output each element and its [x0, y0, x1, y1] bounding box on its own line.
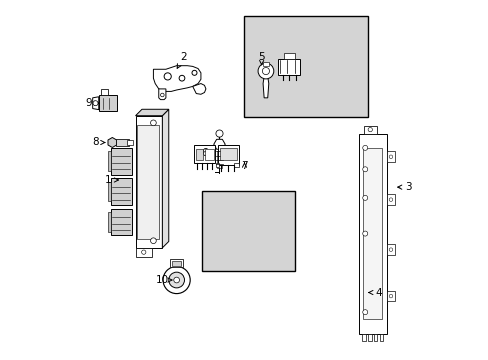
Bar — [233, 163, 239, 167]
Bar — [244, 16, 367, 117]
Text: 9: 9 — [85, 98, 99, 108]
Circle shape — [179, 75, 184, 81]
Bar — [283, 53, 294, 59]
Bar — [110, 148, 132, 175]
Circle shape — [93, 101, 98, 106]
Text: 6: 6 — [201, 148, 211, 159]
Circle shape — [258, 63, 273, 79]
Text: 7: 7 — [241, 161, 247, 171]
Bar — [386, 152, 394, 162]
Text: 1: 1 — [104, 175, 118, 185]
Circle shape — [388, 248, 392, 251]
Bar — [386, 244, 394, 255]
Circle shape — [192, 70, 197, 75]
Bar — [367, 334, 371, 342]
Text: 5: 5 — [258, 52, 264, 65]
Polygon shape — [135, 109, 168, 116]
Bar — [358, 134, 386, 334]
Bar — [194, 145, 215, 163]
Bar — [135, 248, 151, 257]
Bar — [205, 149, 214, 159]
Polygon shape — [159, 89, 165, 100]
Bar — [101, 89, 108, 95]
Text: 8: 8 — [92, 138, 104, 148]
Polygon shape — [263, 76, 268, 98]
Polygon shape — [153, 66, 201, 91]
Bar — [99, 95, 116, 111]
Circle shape — [388, 155, 392, 158]
Bar — [107, 212, 110, 232]
Bar — [217, 145, 239, 165]
Polygon shape — [192, 84, 205, 94]
Circle shape — [388, 294, 392, 298]
Circle shape — [142, 250, 145, 254]
Bar — [127, 140, 132, 145]
Bar — [110, 178, 132, 205]
Bar — [373, 334, 377, 342]
Text: 4: 4 — [368, 288, 381, 297]
Polygon shape — [93, 97, 99, 110]
Bar — [107, 152, 110, 171]
Bar — [362, 334, 365, 342]
Bar — [363, 148, 381, 319]
Bar — [170, 259, 183, 267]
Bar — [201, 191, 294, 271]
Circle shape — [362, 310, 367, 315]
Bar — [220, 148, 237, 160]
Circle shape — [362, 195, 367, 201]
Bar — [110, 208, 132, 235]
Circle shape — [168, 272, 184, 288]
Circle shape — [150, 238, 156, 244]
Circle shape — [163, 266, 190, 294]
Circle shape — [362, 167, 367, 172]
Bar — [386, 194, 394, 205]
Circle shape — [388, 198, 392, 202]
Bar — [379, 334, 382, 342]
Bar — [196, 149, 203, 159]
Polygon shape — [162, 109, 168, 248]
Circle shape — [262, 67, 269, 75]
Bar — [386, 291, 394, 301]
Bar — [135, 116, 162, 248]
Circle shape — [367, 127, 372, 132]
Bar — [137, 125, 159, 239]
Bar — [116, 139, 129, 146]
Text: 2: 2 — [177, 52, 187, 68]
Bar — [216, 151, 222, 168]
Bar — [107, 182, 110, 202]
Bar — [216, 163, 219, 167]
Bar — [364, 126, 376, 134]
Text: 10: 10 — [156, 275, 172, 285]
Circle shape — [173, 277, 179, 283]
Circle shape — [164, 73, 171, 80]
Bar — [263, 62, 268, 66]
Circle shape — [362, 145, 367, 150]
Circle shape — [150, 120, 156, 126]
Circle shape — [160, 93, 164, 97]
Circle shape — [362, 231, 367, 236]
Bar — [278, 59, 299, 75]
Circle shape — [216, 130, 223, 137]
Polygon shape — [213, 139, 225, 149]
Bar — [172, 261, 181, 266]
Text: 3: 3 — [397, 182, 411, 192]
Polygon shape — [108, 138, 117, 148]
